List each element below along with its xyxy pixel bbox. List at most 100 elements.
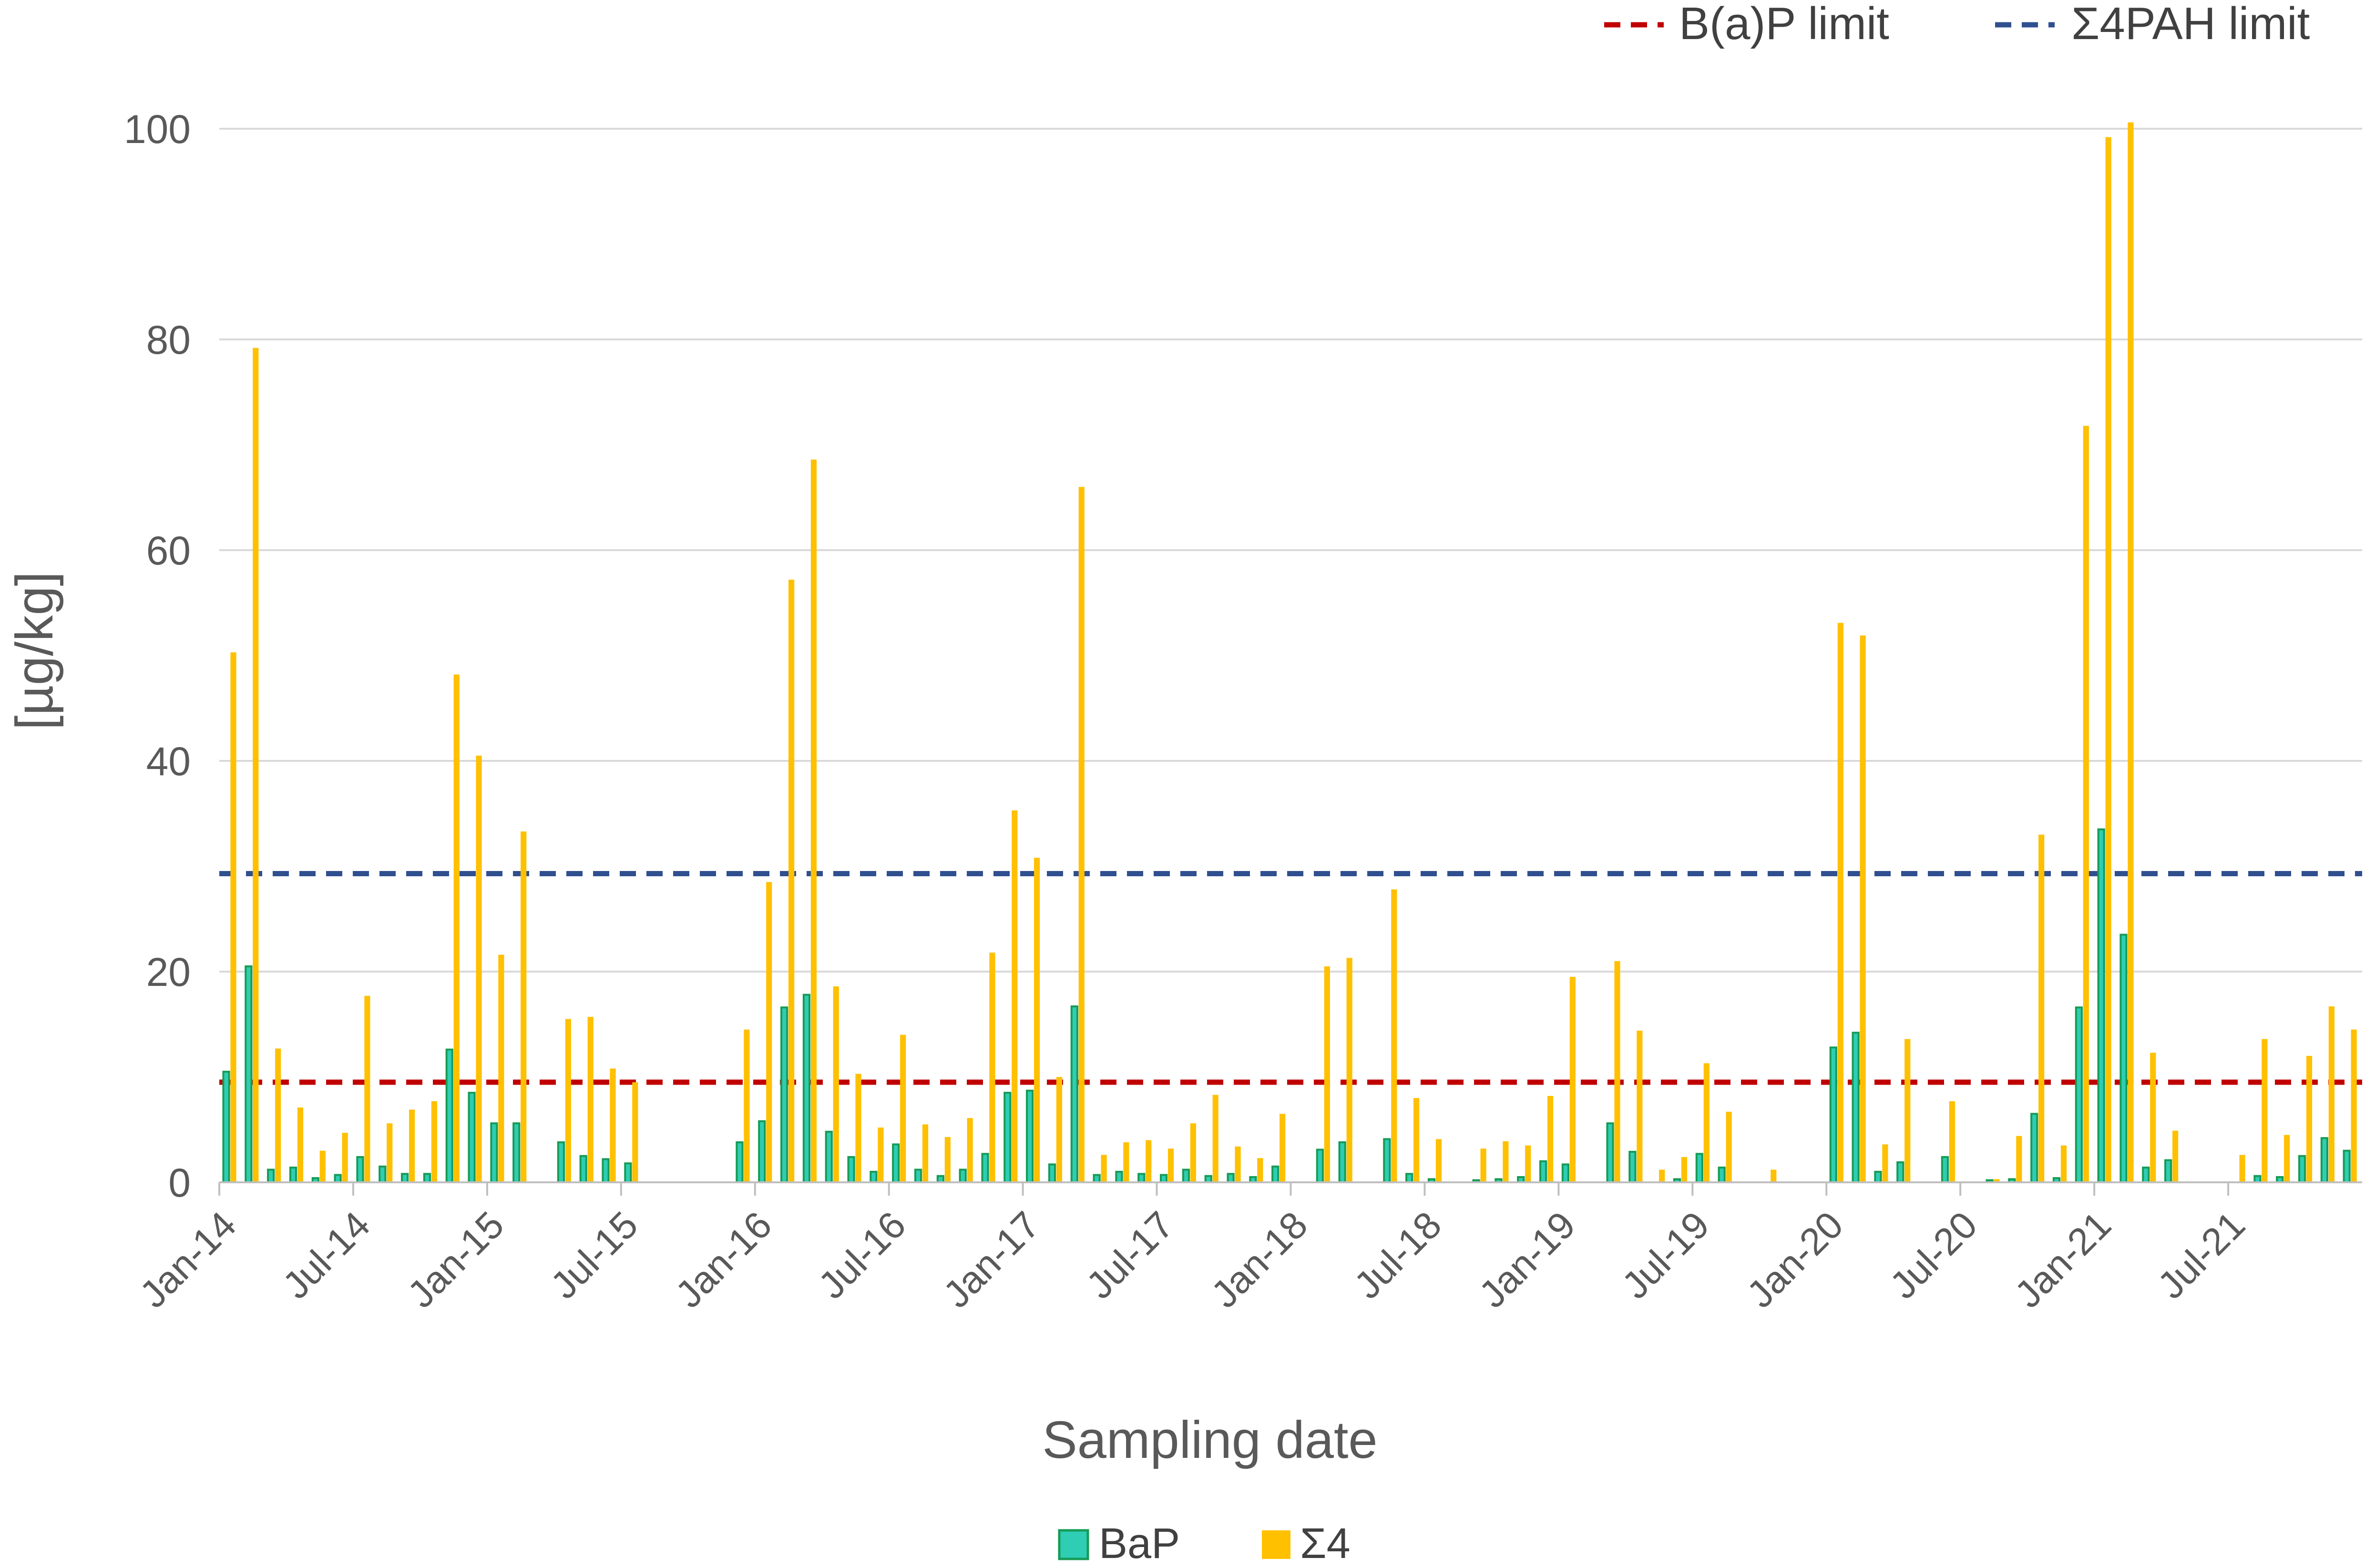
bar-bap xyxy=(1539,1160,1547,1184)
bar-bap xyxy=(1718,1167,1726,1184)
bar-sum4 xyxy=(2306,1056,2313,1182)
x-tick-label: Jan-14 xyxy=(132,1203,244,1316)
bar-sum4 xyxy=(1190,1123,1196,1182)
bar-sum4 xyxy=(1837,623,1843,1182)
gridlines xyxy=(219,128,2362,973)
bar-sum4 xyxy=(944,1137,951,1182)
x-tick-label: Jan-16 xyxy=(667,1203,780,1316)
bar-bap xyxy=(2097,828,2105,1183)
bar-sum4 xyxy=(1413,1098,1420,1182)
bar-sum4 xyxy=(364,995,370,1182)
bar-sum4 xyxy=(1480,1148,1486,1182)
bar-sum4 xyxy=(1882,1144,1888,1182)
bar-bap xyxy=(468,1092,476,1183)
x-tick-label: Jul-15 xyxy=(543,1203,646,1307)
bar-bap xyxy=(1606,1122,1614,1183)
bar-sum4 xyxy=(2328,1006,2334,1182)
bar-sum4 xyxy=(319,1150,326,1182)
bar-sum4 xyxy=(297,1107,304,1182)
x-tick-label: Jul-17 xyxy=(1078,1203,1182,1307)
bar-sum4 xyxy=(565,1019,571,1182)
bar-sum4 xyxy=(1346,958,1352,1182)
y-tick-label: 0 xyxy=(168,1160,191,1205)
bar-bap xyxy=(1852,1032,1860,1183)
x-axis-ticks: Jan-14 Jul-14 Jan-15 Jul-15 Jan-16 Jul-16 Jan-… xyxy=(132,1182,2253,1316)
bars xyxy=(222,122,2357,1184)
bar-bap xyxy=(579,1155,587,1183)
x-tick-label: Jul-18 xyxy=(1346,1203,1449,1307)
bar-bap xyxy=(1561,1163,1569,1183)
bar-bap xyxy=(1271,1165,1280,1184)
x-tick-label: Jul-21 xyxy=(2150,1203,2253,1307)
bar-sum4 xyxy=(1324,966,1330,1182)
bar-bap xyxy=(2320,1137,2328,1183)
x-tick-label: Jan-21 xyxy=(2007,1203,2119,1316)
bar-bap xyxy=(2142,1167,2150,1184)
bar-sum4 xyxy=(521,831,527,1182)
y-tick-label: 40 xyxy=(146,739,191,784)
bar-sum4 xyxy=(1391,889,1397,1182)
bar-sum4 xyxy=(2262,1039,2268,1182)
x-tick-label: Jan-19 xyxy=(1471,1203,1583,1316)
bar-bap xyxy=(1829,1046,1837,1184)
bar-bap xyxy=(2298,1155,2306,1183)
bar-bap xyxy=(758,1120,766,1184)
bar-bap xyxy=(1941,1156,1949,1183)
x-axis-title: Sampling date xyxy=(1042,1411,1377,1469)
bar-sum4 xyxy=(1034,858,1040,1182)
bar-sum4 xyxy=(1078,487,1085,1182)
bar-bap xyxy=(802,994,810,1184)
bar-sum4 xyxy=(1435,1139,1442,1182)
bar-bap xyxy=(892,1143,900,1183)
bar-sum4 xyxy=(409,1109,415,1182)
bar-sum4 xyxy=(1659,1169,1665,1182)
bar-bap xyxy=(1026,1089,1034,1183)
bar-bap xyxy=(1093,1174,1101,1184)
bar-sum4 xyxy=(900,1035,906,1182)
bar-bap xyxy=(1070,1005,1078,1183)
bar-bap xyxy=(1159,1174,1168,1184)
bar-sum4 xyxy=(1012,810,1018,1182)
bar-bap xyxy=(356,1156,364,1183)
bar-bap xyxy=(334,1174,342,1184)
legend-bap-label: BaP xyxy=(1099,1520,1180,1568)
y-axis-ticks: 0 20 40 60 80 100 xyxy=(124,107,191,1205)
bar-bap xyxy=(445,1048,453,1184)
bar-sum4 xyxy=(1726,1111,1732,1182)
bar-bap xyxy=(1227,1173,1235,1184)
bar-bap xyxy=(914,1168,922,1183)
x-tick-label: Jul-14 xyxy=(275,1203,378,1307)
bar-sum4 xyxy=(1257,1158,1263,1182)
legend-sum4-label: Σ4 xyxy=(1300,1520,1351,1568)
bar-bap xyxy=(245,965,253,1183)
bar-sum4 xyxy=(587,1017,594,1182)
bar-sum4 xyxy=(1569,977,1576,1182)
bar-sum4 xyxy=(431,1101,437,1182)
bar-bap xyxy=(2030,1113,2038,1184)
bar-bap xyxy=(981,1153,989,1184)
bar-bap xyxy=(959,1168,967,1183)
bar-sum4 xyxy=(855,1074,861,1182)
bar-bap xyxy=(1003,1092,1012,1183)
bar-sum4 xyxy=(387,1123,393,1182)
bar-sum4 xyxy=(967,1118,973,1182)
bar-bap xyxy=(289,1167,297,1184)
legend-bottom: BaP Σ4 xyxy=(1058,1520,1351,1568)
bar-sum4 xyxy=(1167,1148,1174,1182)
bar-bap xyxy=(1896,1161,1904,1184)
bar-bap xyxy=(870,1170,878,1183)
x-tick-label: Jul-20 xyxy=(1882,1203,1985,1307)
bar-sum4 xyxy=(1503,1141,1509,1182)
bar-bap xyxy=(222,1070,230,1183)
bar-sum4 xyxy=(2105,137,2111,1183)
bar-bap xyxy=(2164,1159,2172,1184)
bar-bap xyxy=(2343,1149,2351,1183)
bar-sum4 xyxy=(1771,1169,1777,1182)
bar-sum4 xyxy=(1904,1039,1911,1182)
bar-sum4 xyxy=(230,652,236,1182)
bar-bap xyxy=(379,1165,387,1184)
legend-bap-limit-label: B(a)P limit xyxy=(1679,0,1889,49)
bar-bap xyxy=(1695,1153,1703,1184)
y-axis-title: [µg/kg] xyxy=(5,572,64,730)
